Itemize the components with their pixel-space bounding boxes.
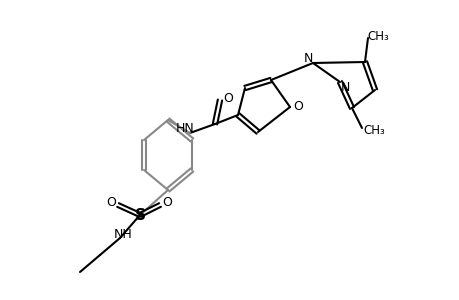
Text: O: O xyxy=(106,196,116,209)
Text: CH₃: CH₃ xyxy=(366,29,388,43)
Text: N: N xyxy=(302,52,312,64)
Text: N: N xyxy=(340,80,349,94)
Text: O: O xyxy=(162,196,172,209)
Text: CH₃: CH₃ xyxy=(362,124,384,136)
Text: S: S xyxy=(134,208,145,223)
Text: O: O xyxy=(223,92,232,104)
Text: HN: HN xyxy=(175,122,194,134)
Text: NH: NH xyxy=(113,229,132,242)
Text: O: O xyxy=(292,100,302,112)
